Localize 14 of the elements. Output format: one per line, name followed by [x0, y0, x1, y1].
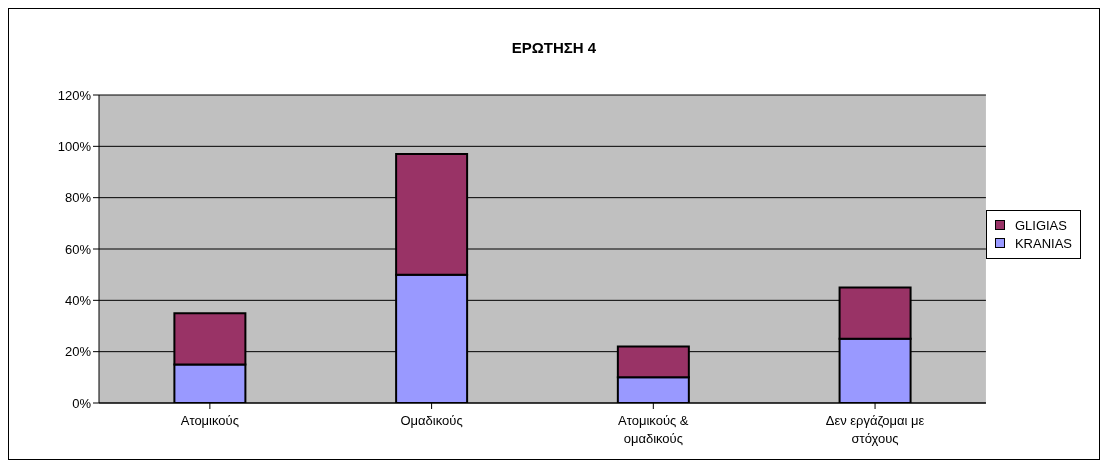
y-tick-label: 100% [57, 138, 92, 154]
legend-label: KRANIAS [1014, 235, 1072, 251]
x-tick-label: Ατομικούς & ομαδικούς [618, 413, 689, 446]
y-tick-label: 20% [64, 344, 92, 360]
x-tick-label: Ομαδικούς [400, 413, 463, 428]
y-tick-label: 80% [64, 190, 92, 206]
chart-title: ΕΡΩΤΗΣΗ 4 [510, 39, 598, 56]
y-tick-label: 40% [64, 292, 92, 308]
x-tick-label: Ατομικούς [180, 413, 239, 428]
y-tick-label: 60% [64, 241, 92, 257]
y-tick-label: 120% [57, 87, 92, 103]
legend-label: GLIGIAS [1014, 217, 1067, 233]
y-tick-label: 0% [72, 395, 92, 411]
x-tick-label: Δεν εργάζομαι με στόχους [825, 413, 925, 446]
